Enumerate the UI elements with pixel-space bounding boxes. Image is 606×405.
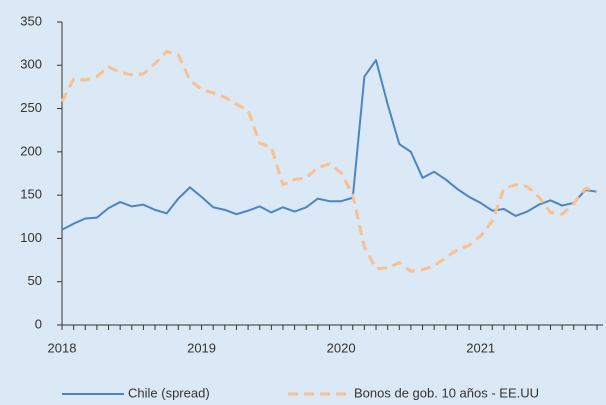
x-tick-label: 2021 [466,340,495,355]
y-tick-label: 250 [20,100,42,115]
x-tick-label: 2020 [327,340,356,355]
y-tick-label: 50 [28,273,42,288]
x-tick-label: 2018 [48,340,77,355]
legend-label: Chile (spread) [128,385,210,400]
y-tick-label: 200 [20,143,42,158]
legend-label: Bonos de gob. 10 años - EE.UU [354,385,539,400]
y-tick-label: 300 [20,57,42,72]
x-tick-label: 2019 [187,340,216,355]
y-tick-label: 100 [20,230,42,245]
line-series [60,49,598,273]
line-series [61,59,598,231]
y-tick-label: 350 [20,13,42,28]
y-tick-label: 150 [20,187,42,202]
y-tick-label: 0 [35,316,42,331]
